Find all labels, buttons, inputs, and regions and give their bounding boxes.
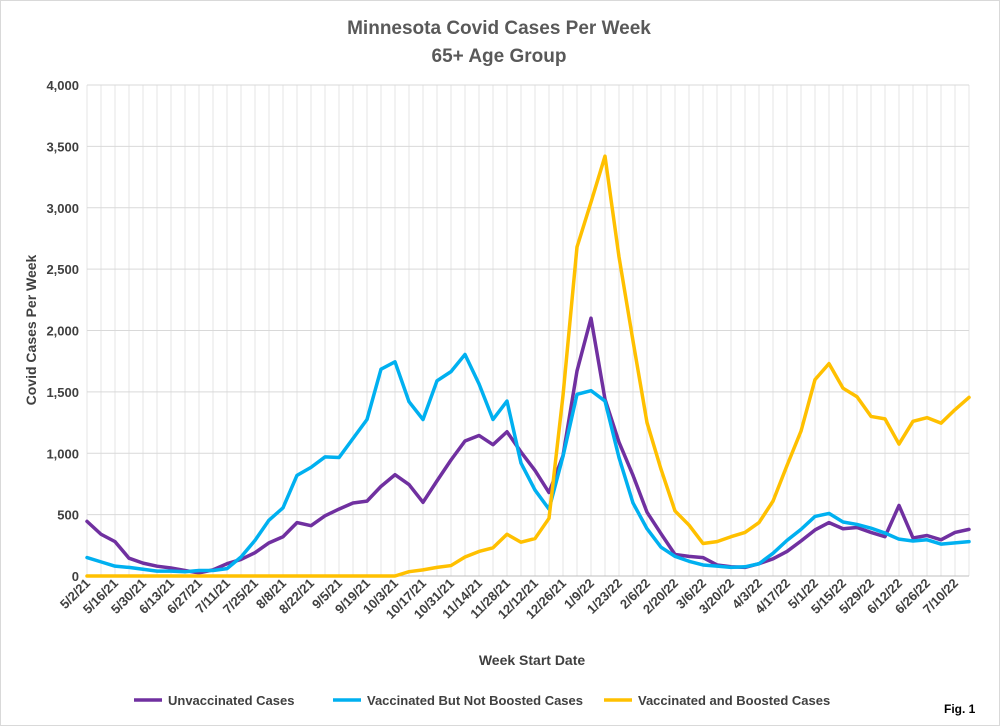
legend-label-0: Unvaccinated Cases [168, 693, 294, 708]
y-tick-label: 2,000 [46, 324, 79, 339]
series-line-2 [85, 154, 971, 578]
series-lines [85, 154, 971, 578]
y-axis-ticks: 0 500 1,000 1,500 2,000 2,500 3,000 3,500 4,000 [46, 78, 79, 584]
figure-label: Fig. 1 [944, 702, 976, 716]
legend-label-2: Vaccinated and Boosted Cases [638, 693, 830, 708]
y-tick-label: 4,000 [46, 78, 79, 93]
y-tick-label: 3,000 [46, 201, 79, 216]
y-axis-label: Covid Cases Per Week [23, 254, 39, 405]
chart-title: Minnesota Covid Cases Per Week [347, 18, 651, 39]
x-axis-ticks: 5/2/215/16/215/30/216/13/216/27/217/11/2… [57, 576, 961, 622]
x-axis-label: Week Start Date [479, 652, 586, 668]
legend-label-1: Vaccinated But Not Boosted Cases [367, 693, 583, 708]
y-tick-label: 0 [72, 569, 79, 584]
series-line-0 [85, 316, 971, 575]
legend: Unvaccinated Cases Vaccinated But Not Boo… [134, 693, 830, 708]
y-tick-label: 1,000 [46, 446, 79, 461]
gridlines [86, 84, 970, 577]
y-tick-label: 2,500 [46, 262, 79, 277]
y-tick-label: 1,500 [46, 385, 79, 400]
y-tick-label: 3,500 [46, 139, 79, 154]
chart-subtitle: 65+ Age Group [432, 46, 567, 67]
series-line-1 [85, 352, 971, 574]
y-tick-label: 500 [57, 508, 79, 523]
